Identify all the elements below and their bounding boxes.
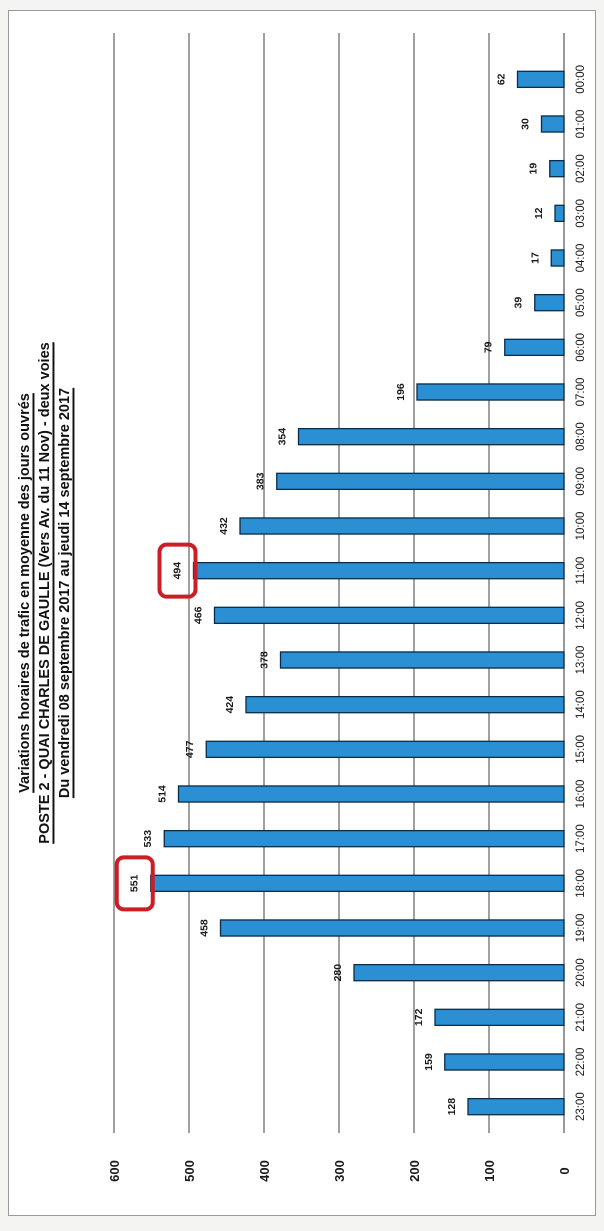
x-tick-label: 04:00 [575, 244, 587, 273]
bar [163, 829, 565, 848]
x-tick-label: 11:00 [575, 557, 587, 585]
data-label: 62 [496, 73, 508, 85]
data-label: 79 [483, 341, 495, 353]
x-tick-label: 17:00 [575, 824, 587, 853]
x-tick-label: 12:00 [575, 601, 587, 630]
data-label: 551 [129, 874, 141, 892]
x-tick-label: 18:00 [575, 869, 587, 898]
data-label: 159 [423, 1053, 435, 1071]
bar-chart: 62 30 19 12 17 39 79 196 354 383 432 494 466 378 424 47… [17, 33, 587, 1182]
data-label: 39 [513, 297, 525, 309]
data-label: 458 [199, 919, 211, 937]
chart-period: Du vendredi 08 septembre 2017 au jeudi 1… [57, 388, 73, 798]
data-label: 196 [395, 383, 407, 401]
data-label: 383 [255, 472, 267, 490]
data-label: 466 [193, 606, 205, 624]
data-label: 424 [224, 696, 236, 714]
bar [245, 695, 565, 714]
bar [192, 561, 565, 580]
highlight-box [114, 855, 155, 912]
bar [554, 204, 565, 223]
chart-frame: 62 30 19 12 17 39 79 196 354 383 432 494 466 378 424 47… [8, 10, 596, 1216]
x-tick-label: 22:00 [575, 1048, 587, 1077]
x-tick-label: 23:00 [575, 1092, 587, 1121]
x-tick-label: 13:00 [575, 646, 587, 675]
bar [219, 919, 565, 937]
x-tick-label: 07:00 [575, 378, 587, 407]
chart-subtitle: POSTE 2 - QUAI CHARLES DE GAULLE (Vers A… [37, 342, 53, 843]
y-tick-label: 100 [482, 1160, 497, 1182]
x-tick-label: 05:00 [575, 288, 587, 317]
data-label: 30 [520, 118, 532, 130]
data-label: 378 [259, 651, 271, 669]
data-label: 128 [446, 1098, 458, 1116]
x-tick-label: 03:00 [575, 199, 587, 228]
bar [279, 651, 565, 669]
bar [549, 159, 565, 178]
x-tick-label: 21:00 [575, 1003, 587, 1032]
x-tick-label: 06:00 [575, 333, 587, 362]
bar [353, 963, 565, 982]
bar [416, 383, 565, 401]
data-label: 354 [277, 428, 289, 446]
data-label: 514 [157, 785, 169, 803]
x-tick-label: 10:00 [575, 512, 587, 541]
x-tick-label: 00:00 [575, 65, 587, 94]
x-tick-label: 15:00 [575, 735, 587, 764]
bar [534, 293, 565, 312]
x-tick-label: 16:00 [575, 780, 587, 809]
y-tick-label: 200 [407, 1160, 422, 1182]
data-label: 477 [184, 740, 196, 758]
data-label: 172 [413, 1008, 425, 1026]
bar [467, 1097, 565, 1116]
x-tick-label: 19:00 [575, 914, 587, 943]
data-label: 17 [529, 252, 541, 264]
data-label: 12 [533, 207, 545, 219]
x-tick-label: 01:00 [575, 110, 587, 139]
x-tick-label: 20:00 [575, 958, 587, 987]
x-tick-label: 02:00 [575, 154, 587, 183]
x-tick-label: 14:00 [575, 690, 587, 719]
bar [504, 338, 565, 357]
chart-title: Variations horaires de trafic en moyenne… [17, 393, 33, 793]
bar [540, 115, 565, 133]
bar [297, 427, 565, 446]
data-label: 19 [528, 163, 540, 175]
y-tick-label: 400 [257, 1160, 272, 1182]
bar [434, 1008, 565, 1027]
x-tick-label: 08:00 [575, 422, 587, 451]
bar [444, 1053, 565, 1071]
data-label: 533 [142, 830, 154, 848]
bar [213, 606, 565, 625]
y-tick-label: 600 [107, 1160, 122, 1182]
bar [177, 785, 565, 803]
bar [150, 874, 565, 893]
bar [550, 249, 565, 267]
y-tick-label: 500 [182, 1160, 197, 1182]
bar [239, 517, 565, 535]
data-label: 494 [172, 562, 184, 580]
data-label: 432 [218, 517, 230, 535]
bar [276, 472, 565, 491]
y-tick-label: 0 [557, 1167, 572, 1174]
x-tick-label: 09:00 [575, 467, 587, 496]
highlight-box [157, 542, 198, 599]
y-tick-label: 300 [332, 1160, 347, 1182]
bar [205, 740, 565, 759]
data-label: 280 [332, 964, 344, 982]
bar [516, 70, 565, 89]
